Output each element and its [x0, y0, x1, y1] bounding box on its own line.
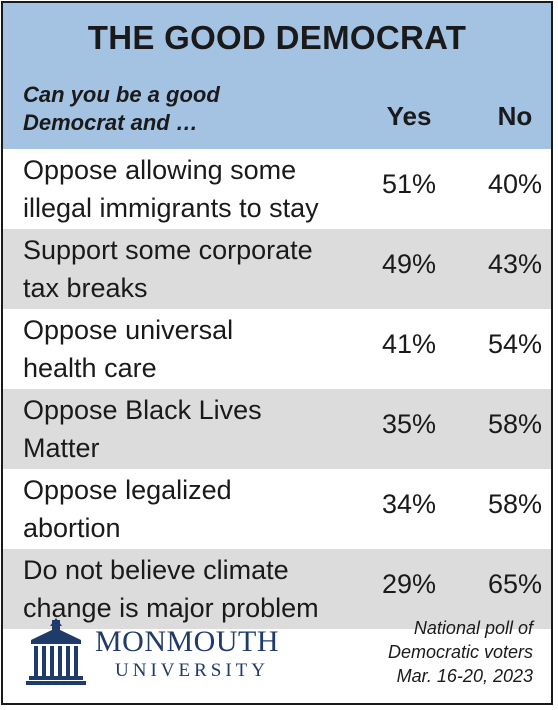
monmouth-logo: MONMOUTH UNIVERSITY [25, 616, 279, 688]
value-yes: 34% [381, 489, 437, 519]
source-note: National poll of Democratic voters Mar. … [303, 616, 533, 688]
column-header-no: No [497, 101, 533, 131]
question-text: Can you be a good Democrat and … [23, 81, 323, 137]
row-label-line: Matter [23, 433, 100, 463]
row-label: Oppose allowing some illegal immigrants t… [23, 151, 363, 227]
value-no: 40% [487, 169, 543, 199]
header-band: THE GOOD DEMOCRAT Can you be a good Demo… [3, 3, 551, 149]
row-label-line: Do not believe climate [23, 555, 289, 585]
value-yes: 41% [381, 329, 437, 359]
row-label-line: Oppose universal [23, 315, 234, 345]
row-label-line: health care [23, 353, 157, 383]
table-row: Oppose universal health care 41% 54% [3, 309, 551, 389]
value-no: 65% [487, 569, 543, 599]
table-title: THE GOOD DEMOCRAT [87, 19, 467, 56]
table-row: Oppose allowing some illegal immigrants t… [3, 149, 551, 229]
value-yes: 29% [381, 569, 437, 599]
row-label: Oppose universal health care [23, 311, 363, 387]
row-label-line: Oppose allowing some [23, 155, 297, 185]
question-line: Can you be a good [23, 82, 220, 107]
row-label-line: change is major problem [23, 593, 319, 623]
value-yes: 35% [381, 409, 437, 439]
value-no: 43% [487, 249, 543, 279]
row-label-line: abortion [23, 513, 121, 543]
value-yes: 49% [381, 249, 437, 279]
value-no: 58% [487, 489, 543, 519]
row-label: Oppose Black Lives Matter [23, 391, 363, 467]
column-header-yes: Yes [386, 101, 432, 131]
row-label-line: Oppose Black Lives [23, 395, 262, 425]
row-label: Support some corporate tax breaks [23, 231, 363, 307]
value-yes: 51% [381, 169, 437, 199]
logo-subtitle: UNIVERSITY [115, 660, 269, 681]
source-line: Mar. 16-20, 2023 [396, 666, 533, 686]
row-label-line: tax breaks [23, 273, 148, 303]
table-row: Oppose legalized abortion 34% 58% [3, 469, 551, 549]
row-label-line: illegal immigrants to stay [23, 193, 319, 223]
value-no: 54% [487, 329, 543, 359]
table-row: Do not believe climate change is major pr… [3, 549, 551, 629]
logo-wordmark: MONMOUTH [95, 625, 279, 658]
question-line: Democrat and … [23, 110, 198, 135]
row-label: Do not believe climate change is major pr… [23, 551, 363, 627]
table-row: Support some corporate tax breaks 49% 43% [3, 229, 551, 309]
university-building-icon [26, 618, 86, 685]
value-no: 58% [487, 409, 543, 439]
source-line: Democratic voters [387, 642, 533, 662]
table-row: Oppose Black Lives Matter 35% 58% [3, 389, 551, 469]
source-line: National poll of [413, 618, 533, 638]
row-label-line: Oppose legalized [23, 475, 232, 505]
row-label-line: Support some corporate [23, 235, 313, 265]
row-label: Oppose legalized abortion [23, 471, 363, 547]
